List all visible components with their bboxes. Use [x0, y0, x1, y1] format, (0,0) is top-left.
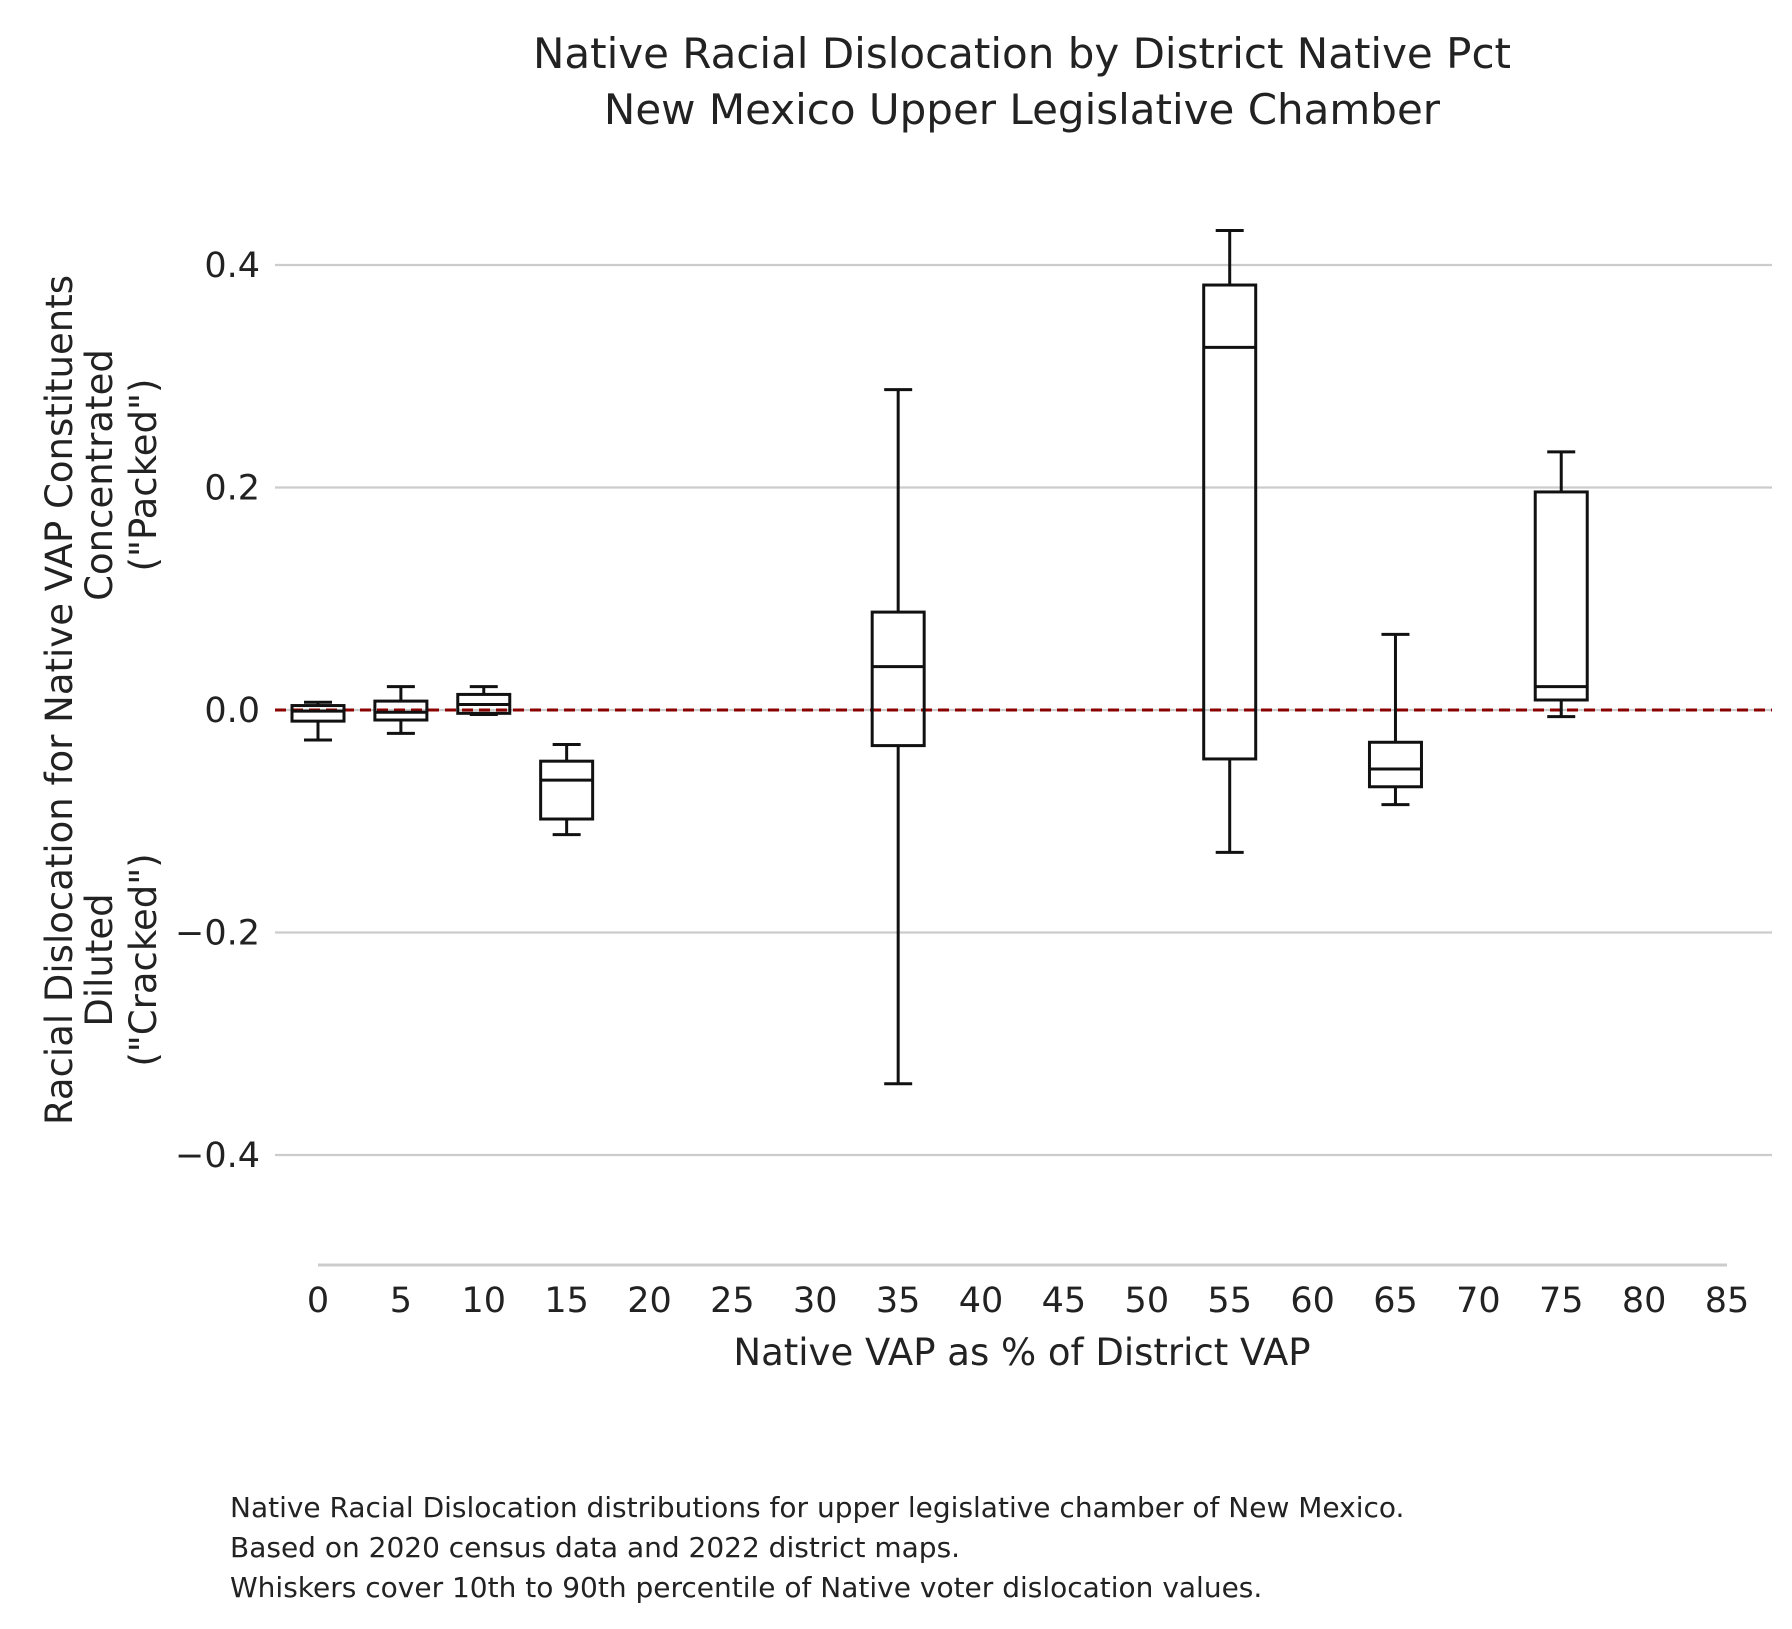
- box-plot: [1533, 450, 1589, 719]
- x-axis-label: Native VAP as % of District VAP: [733, 1331, 1310, 1374]
- y-axis-label-packed: Concentrated: [78, 349, 121, 601]
- y-tick-label: 0.0: [204, 691, 260, 731]
- box-plot: [1367, 632, 1423, 807]
- box-iqr: [870, 610, 926, 748]
- y-axis-label-main: Racial Dislocation for Native VAP Consti…: [38, 275, 81, 1125]
- chart-title-line-2: New Mexico Upper Legislative Chamber: [604, 85, 1441, 134]
- x-tick-label: 45: [1042, 1281, 1087, 1321]
- x-tick-label: 70: [1456, 1281, 1501, 1321]
- x-tick-label: 15: [544, 1281, 589, 1321]
- box-plot: [1202, 229, 1258, 854]
- y-tick-label: −0.2: [175, 914, 260, 954]
- x-tick-label: 75: [1539, 1281, 1584, 1321]
- chart-caption: Native Racial Dislocation distributions …: [230, 1488, 1404, 1608]
- x-tick-label: 85: [1705, 1281, 1750, 1321]
- x-tick-label: 30: [793, 1281, 838, 1321]
- caption-line-2: Based on 2020 census data and 2022 distr…: [230, 1531, 961, 1564]
- y-axis-label-diluted: Diluted: [78, 893, 121, 1026]
- y-tick-label: 0.4: [204, 246, 260, 286]
- x-tick-label: 60: [1290, 1281, 1335, 1321]
- box-iqr: [1367, 740, 1423, 789]
- box-iqr: [1533, 490, 1589, 702]
- y-tick-label: −0.4: [175, 1136, 260, 1176]
- x-tick-labels: 0 5 10 15 20 25 30 35 40 45 50 55 60 65 70 75 80 85: [307, 1281, 1749, 1321]
- box-plot: [290, 700, 346, 742]
- y-axis-label-packed-text: ("Packed"): [122, 379, 165, 572]
- box-plot: [373, 685, 429, 735]
- y-tick-label: 0.2: [204, 469, 260, 509]
- chart-canvas: Native Racial Dislocation by District Na…: [38, 29, 1772, 1374]
- y-axis-label-cracked-paren: ("Cracked"): [122, 853, 165, 1066]
- x-tick-label: 20: [627, 1281, 672, 1321]
- caption-line-3: Whiskers cover 10th to 90th percentile o…: [230, 1571, 1263, 1604]
- box-plot: [870, 388, 926, 1086]
- y-axis-label-concentrated: Concentrated: [78, 349, 121, 601]
- caption-line-1: Native Racial Dislocation distributions …: [230, 1491, 1405, 1524]
- box-iqr: [290, 704, 346, 723]
- x-tick-label: 25: [710, 1281, 755, 1321]
- y-axis-label-packed-paren: ("Packed"): [122, 379, 165, 572]
- x-tick-label: 5: [390, 1281, 412, 1321]
- x-tick-label: 35: [876, 1281, 921, 1321]
- y-axis-label-cracked: Diluted: [78, 893, 121, 1026]
- box-plot: [539, 742, 595, 837]
- y-axis-label-cracked-text: ("Cracked"): [122, 853, 165, 1066]
- x-tick-label: 80: [1622, 1281, 1667, 1321]
- box-iqr: [1202, 283, 1258, 761]
- box-iqr: [373, 699, 429, 722]
- x-tick-label: 10: [461, 1281, 506, 1321]
- x-tick-label: 40: [959, 1281, 1004, 1321]
- x-tick-label: 50: [1125, 1281, 1170, 1321]
- box-iqr: [539, 759, 595, 821]
- x-tick-label: 55: [1207, 1281, 1252, 1321]
- box-plots: [290, 229, 1589, 1086]
- box-plot: [456, 685, 512, 716]
- y-axis-label-line-1: Racial Dislocation for Native VAP Consti…: [38, 275, 81, 1125]
- y-tick-labels: 0.4 0.2 0.0 −0.2 −0.4: [175, 246, 260, 1176]
- x-tick-label: 0: [307, 1281, 329, 1321]
- chart-title-line-1: Native Racial Dislocation by District Na…: [533, 29, 1511, 78]
- x-tick-label: 65: [1373, 1281, 1418, 1321]
